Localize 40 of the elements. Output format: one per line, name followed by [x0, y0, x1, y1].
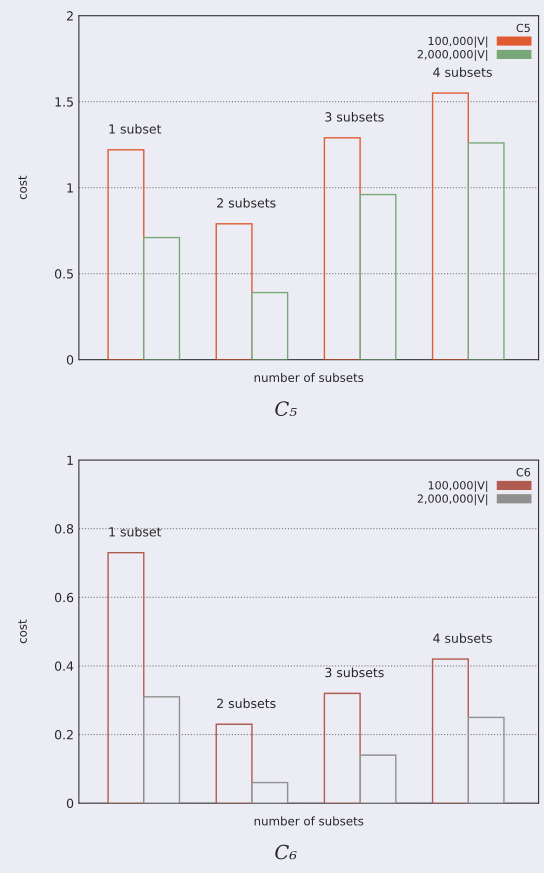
x-axis-title: number of subsets — [254, 372, 364, 382]
annotation: 2 subsets — [217, 698, 276, 708]
annotation: 3 subsets — [325, 668, 384, 678]
text: C₆ — [275, 844, 297, 860]
y-axis-title: cost — [18, 620, 27, 644]
legend-label: 100,000|V| — [428, 480, 488, 492]
y-tick-label: 0.4 — [54, 661, 74, 671]
annotation: 3 subsets — [325, 112, 384, 122]
annotation: 4 subsets — [433, 633, 492, 643]
y-tick-label: 2 — [66, 11, 73, 20]
y-tick-label: 0.8 — [54, 524, 74, 534]
annotation: 1 subset — [109, 124, 162, 134]
annotation: 4 subsets — [433, 67, 492, 77]
bar — [143, 236, 180, 360]
y-tick-label: 0.5 — [54, 269, 73, 279]
bar — [468, 716, 505, 804]
annotation: 2 subsets — [217, 198, 276, 208]
y-tick-label: 1.5 — [56, 97, 73, 107]
y-tick-label: 0.6 — [54, 592, 74, 602]
text: C₅ — [275, 401, 297, 416]
y-tick-label: 0 — [66, 355, 74, 365]
bar — [251, 782, 288, 804]
y-tick-label: 0.2 — [54, 730, 73, 740]
legend-label: 100,000|V| — [428, 36, 488, 48]
bar — [359, 194, 396, 360]
bar — [216, 724, 253, 804]
legend-label: 2,000,000|V| — [418, 494, 488, 506]
bar — [468, 142, 505, 360]
legend-label: 2,000,000|V| — [418, 50, 488, 61]
annotation: 1 subset — [109, 526, 162, 537]
bar — [143, 696, 180, 804]
legend-title: C6 — [516, 468, 530, 476]
bar — [251, 292, 288, 360]
y-tick-label: 1 — [67, 456, 73, 465]
y-tick-label: 1 — [67, 183, 73, 192]
bar — [359, 754, 396, 804]
y-axis-title: cost — [18, 176, 27, 200]
y-tick-label: 0 — [66, 798, 74, 808]
x-axis-title: number of subsets — [254, 816, 364, 826]
legend-title: C5 — [516, 24, 530, 32]
